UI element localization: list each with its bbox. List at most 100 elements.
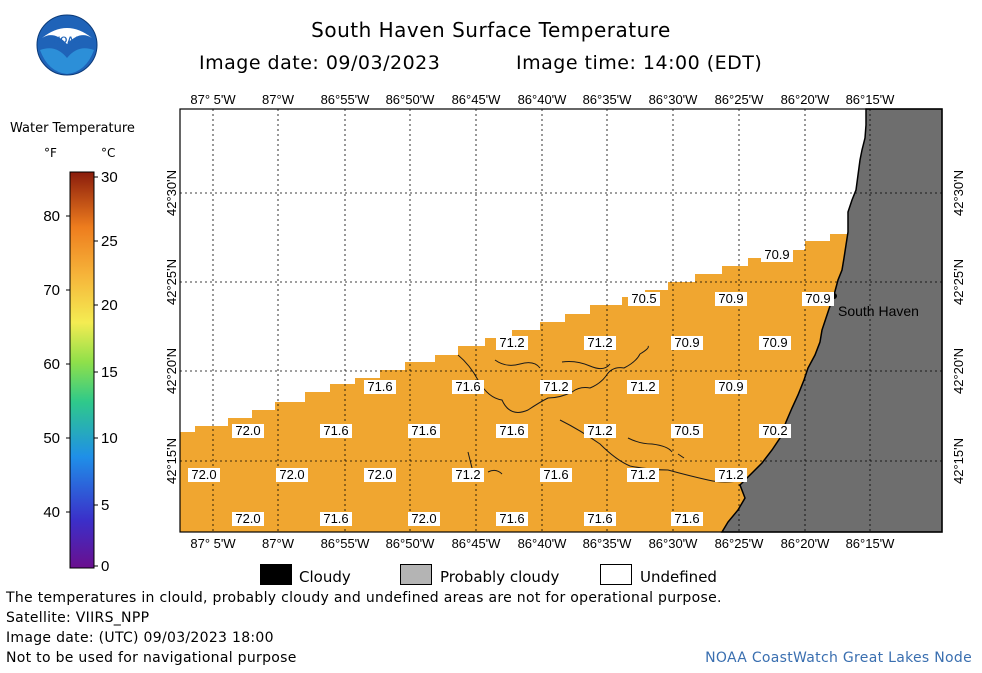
temperature-label: 71.2: [584, 423, 616, 438]
temperature-value: 71.2: [587, 335, 612, 350]
colorbar: [69, 171, 95, 569]
lon-label-top: 87° 5'W: [190, 92, 236, 107]
key-cloudy-swatch: [260, 564, 292, 585]
lon-label-bottom: 86°30'W: [649, 536, 699, 551]
legend-c-tick: 15: [101, 364, 118, 381]
temperature-label: 70.5: [628, 291, 660, 306]
temperature-value: 70.5: [631, 291, 656, 306]
temperature-value: 71.6: [323, 511, 348, 526]
temperature-value: 71.6: [674, 511, 699, 526]
lon-label-top: 86°50'W: [386, 92, 436, 107]
temperature-label: 71.6: [540, 467, 572, 482]
legend-c-tick: 20: [101, 297, 118, 314]
footer-disclaimer: The temperatures in clould, probably clo…: [6, 590, 722, 606]
legend-unit-c: °C: [101, 146, 116, 160]
legend-f-tick: 60: [43, 356, 60, 373]
temperature-label: 70.9: [759, 335, 791, 350]
temperature-label: 72.0: [364, 467, 396, 482]
temperature-value: 70.9: [718, 291, 743, 306]
temperature-value: 71.2: [499, 335, 524, 350]
temperature-value: 70.9: [762, 335, 787, 350]
temperature-label: 70.9: [715, 379, 747, 394]
legend-f-tick: 40: [43, 504, 60, 521]
temperature-value: 70.9: [718, 379, 743, 394]
lat-labels: 42°30'N 42°25'N 42°20'N 42°15'N 42°30'N …: [164, 170, 966, 484]
temperature-label: 71.6: [320, 511, 352, 526]
lon-labels: 87° 5'W 87°W 86°55'W 86°50'W 86°45'W 86°…: [190, 92, 895, 551]
temperature-label: 70.2: [759, 423, 791, 438]
temperature-value: 72.0: [411, 511, 436, 526]
temperature-value: 72.0: [191, 467, 216, 482]
footer-navigation-note: Not to be used for navigational purpose: [6, 650, 297, 666]
temperature-label: 71.2: [584, 335, 616, 350]
temperature-value: 71.6: [323, 423, 348, 438]
key-cloudy-label: Cloudy: [299, 568, 351, 586]
lon-label-bottom: 86°15'W: [846, 536, 896, 551]
temperature-label: 71.6: [452, 379, 484, 394]
temperature-value: 70.2: [762, 423, 787, 438]
lat-label-left: 42°20'N: [164, 348, 179, 394]
legend-c-tick: 30: [101, 169, 118, 186]
lon-label-top: 87°W: [262, 92, 295, 107]
temperature-label: 72.0: [232, 511, 264, 526]
temperature-label: 70.9: [802, 291, 834, 306]
lon-label-bottom: 86°55'W: [321, 536, 371, 551]
temperature-value: 72.0: [235, 423, 260, 438]
lat-label-right: 42°30'N: [951, 170, 966, 216]
lon-label-top: 86°35'W: [583, 92, 633, 107]
temperature-label: 72.0: [408, 511, 440, 526]
temperature-value: 70.9: [674, 335, 699, 350]
lat-label-left: 42°30'N: [164, 170, 179, 216]
temperature-label: 71.2: [627, 379, 659, 394]
lon-label-bottom: 86°50'W: [386, 536, 436, 551]
temperature-label: 72.0: [232, 423, 264, 438]
graticule: [180, 109, 942, 532]
temperature-value: 72.0: [367, 467, 392, 482]
legend-c-tick: 0: [101, 558, 109, 575]
temperature-label: 70.9: [761, 247, 793, 262]
temperature-label: 71.2: [627, 467, 659, 482]
temperature-label: 71.6: [671, 511, 703, 526]
legend-c-tick: 5: [101, 497, 109, 514]
map-frame: [179, 108, 943, 533]
land-area: [720, 108, 943, 533]
noaa-logo-text: NOAA: [54, 35, 81, 45]
temperature-value: 71.2: [630, 467, 655, 482]
temperature-label: 71.6: [408, 423, 440, 438]
temperature-label: 71.6: [496, 423, 528, 438]
legend-f-tick: 50: [43, 430, 60, 447]
temperature-label: 71.2: [452, 467, 484, 482]
temperature-label: 72.0: [188, 467, 220, 482]
temperature-label: 71.6: [320, 423, 352, 438]
temperature-value: 70.9: [764, 247, 789, 262]
lon-label-top: 86°40'W: [518, 92, 568, 107]
image-time: Image time: 14:00 (EDT): [516, 52, 763, 74]
footer-credit: NOAA CoastWatch Great Lakes Node: [705, 650, 972, 666]
temperature-labels: 70.9 70.5 70.9 70.9 71.2 71.2 70.9 70.9 71.6 71.6…: [188, 247, 834, 526]
key-probably-cloudy-swatch: [400, 564, 432, 585]
temperature-value: 71.6: [499, 511, 524, 526]
lake-water-area: [180, 234, 848, 532]
temperature-value: 71.6: [499, 423, 524, 438]
temperature-label: 71.2: [496, 335, 528, 350]
lon-label-bottom: 86°35'W: [583, 536, 633, 551]
temperature-label: 70.9: [715, 291, 747, 306]
image-date: Image date: 09/03/2023: [199, 52, 441, 74]
lat-label-right: 42°20'N: [951, 348, 966, 394]
lon-label-bottom: 86°40'W: [518, 536, 568, 551]
temperature-value: 72.0: [235, 511, 260, 526]
lat-label-right: 42°15'N: [951, 438, 966, 484]
legend-c-tick: 25: [101, 233, 118, 250]
noaa-logo: NOAA: [36, 14, 98, 76]
lon-label-bottom: 87°W: [262, 536, 295, 551]
lat-label-left: 42°15'N: [164, 438, 179, 484]
temperature-value: 71.2: [455, 467, 480, 482]
temperature-value: 70.5: [674, 423, 699, 438]
lon-label-bottom: 86°45'W: [452, 536, 502, 551]
lon-label-bottom: 87° 5'W: [190, 536, 236, 551]
temperature-value: 71.2: [630, 379, 655, 394]
temperature-value: 72.0: [279, 467, 304, 482]
temperature-value: 70.9: [805, 291, 830, 306]
temperature-value: 71.6: [455, 379, 480, 394]
